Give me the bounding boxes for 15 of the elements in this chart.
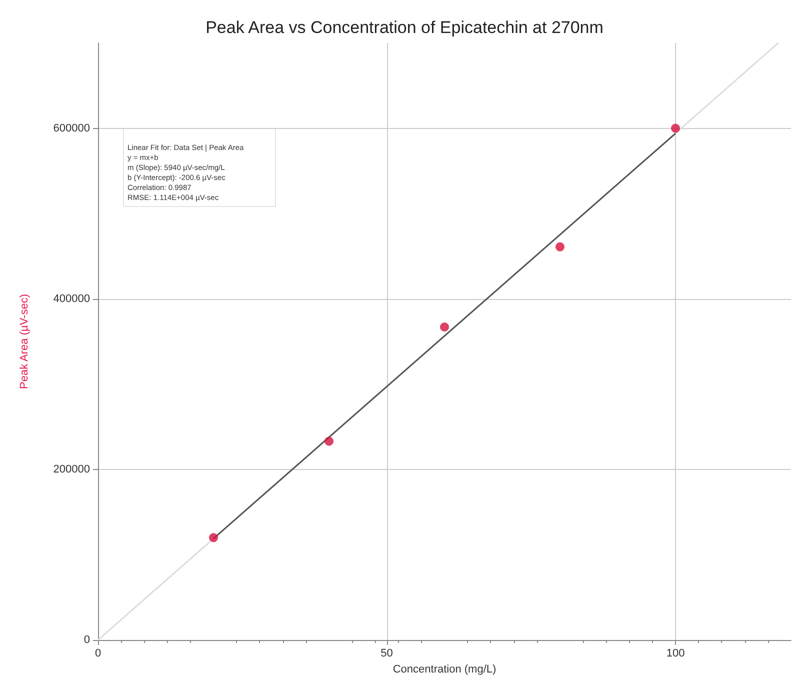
point — [556, 242, 564, 252]
y-tick-label: 200000 — [53, 463, 90, 476]
chart-title: Peak Area vs Concentration of Epicatechin at 270nm — [206, 18, 604, 37]
x-axis-title: Concentration (mg/L) — [392, 663, 496, 676]
y-tick-label: 600000 — [53, 122, 90, 134]
y-tick-label: 400000 — [53, 292, 90, 305]
x-tick-label: 0 — [94, 648, 102, 660]
point — [209, 533, 218, 542]
x-tick-label: 50 — [380, 648, 393, 660]
point — [440, 322, 449, 332]
y-tick-label: 0 — [84, 634, 90, 646]
y-axis-title: Peak Area (µV-sec) — [18, 294, 30, 389]
x-tick-label: 100 — [666, 648, 685, 660]
point — [671, 124, 680, 133]
point — [324, 436, 334, 446]
